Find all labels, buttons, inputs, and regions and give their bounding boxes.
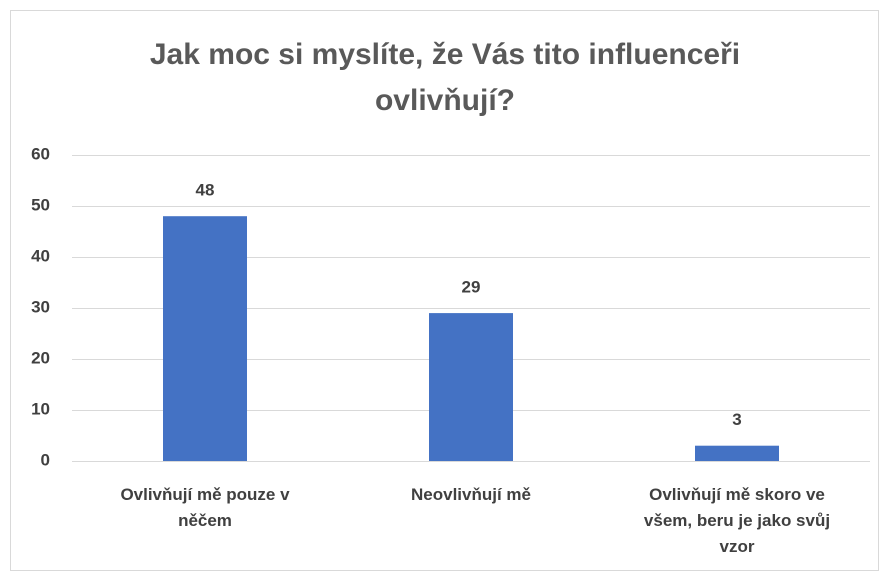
bar	[429, 313, 513, 461]
bar	[695, 445, 779, 461]
data-label: 48	[196, 181, 215, 200]
y-tick-label: 40	[31, 246, 50, 265]
chart-frame	[10, 10, 879, 571]
y-tick-label: 50	[31, 195, 50, 214]
x-tick-label: Ovlivňují mě pouze v něčem	[120, 485, 290, 530]
y-tick-label: 10	[31, 399, 50, 418]
y-tick-label: 60	[31, 144, 50, 163]
y-tick-label: 30	[31, 297, 50, 316]
chart-title: Jak moc si myslíte, že Vás tito influenc…	[149, 38, 741, 117]
y-tick-label: 20	[31, 348, 50, 367]
y-tick-label: 0	[41, 450, 50, 469]
data-label: 29	[462, 278, 481, 297]
x-tick-label: Ovlivňují mě skoro ve všem, beru je jako…	[643, 485, 831, 556]
data-label: 3	[732, 410, 741, 429]
bar	[163, 216, 247, 461]
x-tick-label: Neovlivňují mě	[411, 485, 531, 504]
